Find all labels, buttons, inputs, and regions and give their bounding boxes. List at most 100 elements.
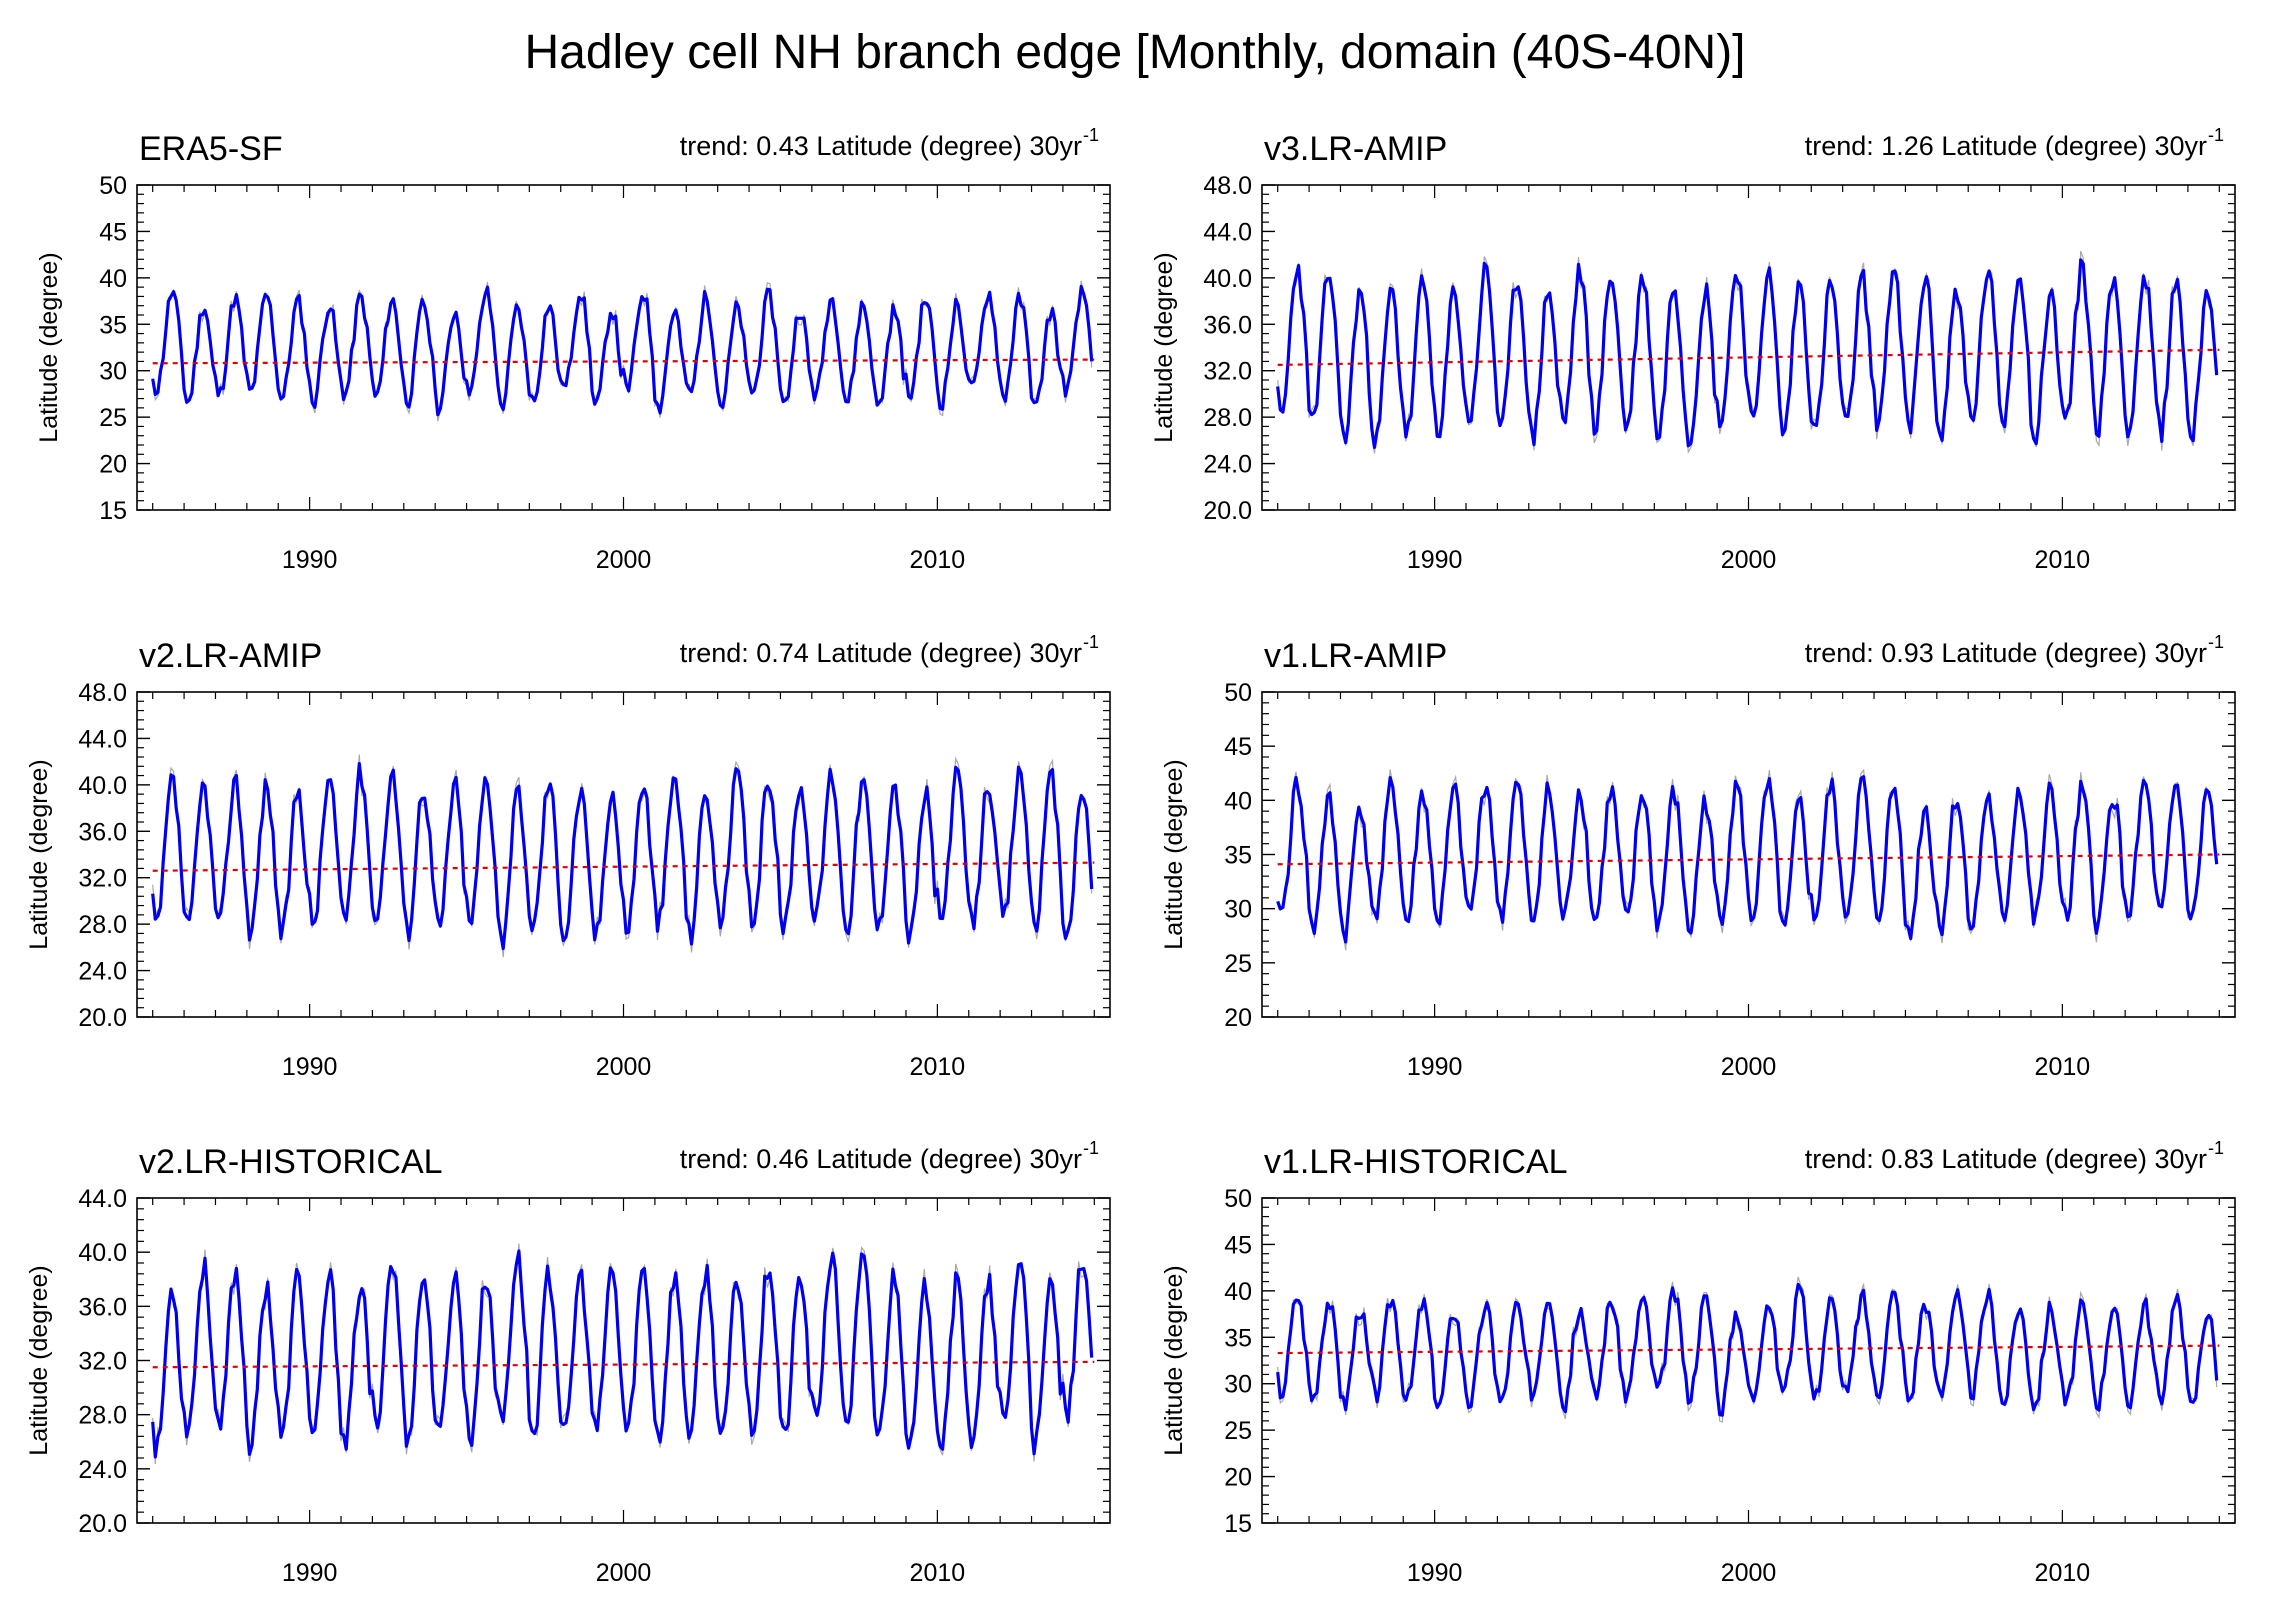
series-smoothed-line <box>1276 775 2219 944</box>
figure-title: Hadley cell NH branch edge [Monthly, dom… <box>524 26 1745 79</box>
panels: ERA5-SF trend: 0.43 Latitude (degree) 30y… <box>25 125 2236 1587</box>
y-tick-label: 36.0 <box>78 818 127 846</box>
series-smoothed-line <box>1276 1282 2219 1417</box>
y-tick-label: 24.0 <box>78 958 127 986</box>
x-tick-label: 2000 <box>1721 1053 1777 1081</box>
y-tick-label: 20 <box>1224 1464 1252 1492</box>
x-tick-label: 1990 <box>282 1559 338 1587</box>
y-axis-label: Latitude (degree) <box>35 252 63 442</box>
y-tick-label: 32.0 <box>1203 358 1252 386</box>
y-tick-label: 44.0 <box>78 1185 127 1213</box>
series-smoothed-line <box>151 1249 1094 1459</box>
series-trend-line <box>152 358 1095 365</box>
x-tick-label: 2010 <box>2035 1559 2091 1587</box>
trend-superscript: -1 <box>2208 1138 2224 1158</box>
y-axis-label: Latitude (degree) <box>25 759 53 949</box>
y-tick-label: 30 <box>1224 896 1252 924</box>
panel-1: v3.LR-AMIP trend: 1.26 Latitude (degree) … <box>1150 125 2236 574</box>
trend-superscript: -1 <box>2208 125 2224 145</box>
series-monthly-line <box>1277 768 2218 951</box>
panel-name: ERA5-SF <box>139 130 283 168</box>
series-smoothed-line <box>151 284 1094 417</box>
x-tick-label: 2000 <box>1721 1559 1777 1587</box>
y-tick-label: 50 <box>1224 1185 1252 1213</box>
x-tick-label: 1990 <box>1407 1559 1463 1587</box>
y-tick-label: 36.0 <box>1203 311 1252 339</box>
series-monthly-line <box>152 754 1093 958</box>
y-tick-label: 32.0 <box>78 865 127 893</box>
panel-name: v2.LR-HISTORICAL <box>139 1143 443 1181</box>
x-tick-label: 2010 <box>2035 1053 2091 1081</box>
y-tick-label: 20.0 <box>78 1510 127 1538</box>
y-tick-label: 28.0 <box>1203 404 1252 432</box>
x-tick-label: 2010 <box>910 546 966 574</box>
series-trend-line <box>152 861 1095 872</box>
panel-name: v1.LR-HISTORICAL <box>1264 1143 1568 1181</box>
x-tick-label: 1990 <box>282 546 338 574</box>
y-tick-label: 40.0 <box>78 772 127 800</box>
y-tick-label: 40.0 <box>1203 265 1252 293</box>
y-tick-label: 20 <box>99 451 127 479</box>
y-tick-label: 45 <box>1224 733 1252 761</box>
y-axis-label: Latitude (degree) <box>1160 1265 1188 1455</box>
trend-label: trend: 0.46 Latitude (degree) 30yr <box>680 1144 1082 1174</box>
y-tick-label: 50 <box>99 172 127 200</box>
series-smoothed-line <box>151 761 1094 951</box>
y-tick-label: 24.0 <box>1203 451 1252 479</box>
y-tick-label: 45 <box>99 218 127 246</box>
y-tick-label: 20.0 <box>78 1004 127 1032</box>
y-axis-label: Latitude (degree) <box>1160 759 1188 949</box>
y-axis-label: Latitude (degree) <box>1150 252 1178 442</box>
y-tick-label: 28.0 <box>78 1402 127 1430</box>
y-tick-label: 50 <box>1224 679 1252 707</box>
series-trend-line <box>152 1360 1095 1369</box>
y-tick-label: 35 <box>1224 1324 1252 1352</box>
panel-name: v1.LR-AMIP <box>1264 637 1447 675</box>
series-smoothed-line <box>1276 258 2219 449</box>
trend-label: trend: 0.74 Latitude (degree) 30yr <box>680 638 1082 668</box>
y-tick-label: 44.0 <box>1203 218 1252 246</box>
panel-5: v1.LR-HISTORICAL trend: 0.83 Latitude (de… <box>1160 1138 2236 1587</box>
trend-superscript: -1 <box>1083 1138 1099 1158</box>
y-tick-label: 15 <box>1224 1510 1252 1538</box>
y-tick-label: 36.0 <box>78 1293 127 1321</box>
y-tick-label: 45 <box>1224 1231 1252 1259</box>
series-trend-line <box>1277 853 2220 866</box>
x-tick-label: 2000 <box>596 546 652 574</box>
series-monthly-line <box>1277 250 2218 455</box>
y-tick-label: 25 <box>1224 1417 1252 1445</box>
x-tick-label: 2010 <box>910 1559 966 1587</box>
panel-3: v1.LR-AMIP trend: 0.93 Latitude (degree) … <box>1160 632 2236 1081</box>
trend-label: trend: 0.43 Latitude (degree) 30yr <box>680 131 1082 161</box>
trend-label: trend: 0.83 Latitude (degree) 30yr <box>1805 1144 2207 1174</box>
x-tick-label: 1990 <box>1407 546 1463 574</box>
panel-4: v2.LR-HISTORICAL trend: 0.46 Latitude (de… <box>25 1138 1111 1587</box>
y-axis-label: Latitude (degree) <box>25 1265 53 1455</box>
y-tick-label: 48.0 <box>1203 172 1252 200</box>
x-tick-label: 2000 <box>596 1559 652 1587</box>
trend-label: trend: 1.26 Latitude (degree) 30yr <box>1805 131 2207 161</box>
y-tick-label: 20 <box>1224 1004 1252 1032</box>
x-tick-label: 1990 <box>1407 1053 1463 1081</box>
panel-2: v2.LR-AMIP trend: 0.74 Latitude (degree) … <box>25 632 1111 1081</box>
y-tick-label: 40 <box>1224 787 1252 815</box>
y-tick-label: 48.0 <box>78 679 127 707</box>
panel-0: ERA5-SF trend: 0.43 Latitude (degree) 30y… <box>35 125 1111 574</box>
trend-superscript: -1 <box>2208 632 2224 652</box>
x-tick-label: 2000 <box>1721 546 1777 574</box>
y-tick-label: 24.0 <box>78 1456 127 1484</box>
trend-superscript: -1 <box>1083 125 1099 145</box>
plot-frame <box>1261 1197 2236 1524</box>
series-trend-line <box>1277 348 2220 367</box>
panel-name: v2.LR-AMIP <box>139 637 322 675</box>
y-tick-label: 20.0 <box>1203 497 1252 525</box>
y-tick-label: 40.0 <box>78 1239 127 1267</box>
x-tick-label: 2000 <box>596 1053 652 1081</box>
y-tick-label: 35 <box>1224 842 1252 870</box>
y-tick-label: 25 <box>1224 950 1252 978</box>
series-trend-line <box>1277 1344 2220 1355</box>
y-tick-label: 35 <box>99 311 127 339</box>
y-tick-label: 30 <box>99 358 127 386</box>
trend-superscript: -1 <box>1083 632 1099 652</box>
